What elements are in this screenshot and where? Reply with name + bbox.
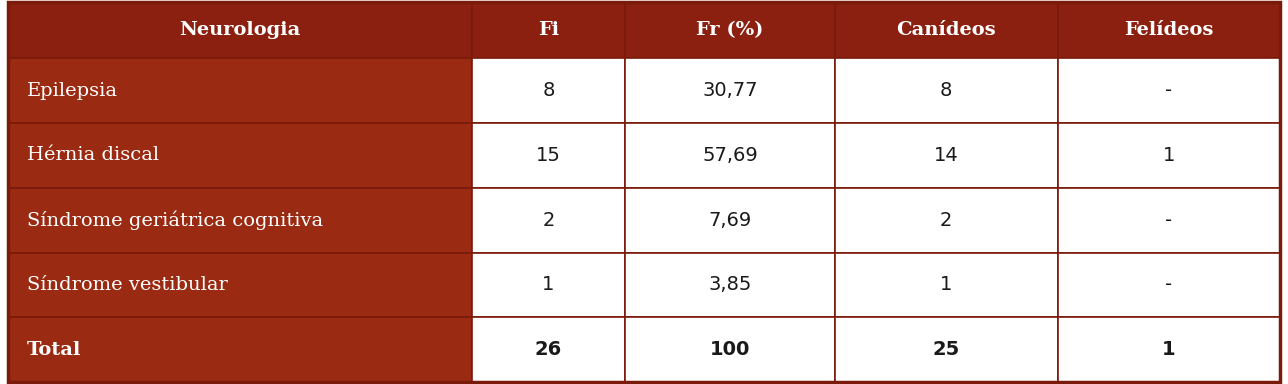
Text: Total: Total xyxy=(27,341,81,359)
Bar xyxy=(1057,123,1280,188)
Bar xyxy=(1057,2,1280,58)
Text: -: - xyxy=(1166,81,1172,100)
Bar xyxy=(835,2,1057,58)
Text: 57,69: 57,69 xyxy=(702,146,757,165)
Text: Felídeos: Felídeos xyxy=(1124,21,1213,39)
Bar xyxy=(8,123,473,188)
Text: 1: 1 xyxy=(940,275,952,295)
Text: 30,77: 30,77 xyxy=(702,81,757,100)
Bar xyxy=(1057,253,1280,317)
Bar xyxy=(8,188,473,253)
Text: Síndrome vestibular: Síndrome vestibular xyxy=(27,276,228,294)
Text: 8: 8 xyxy=(542,81,555,100)
Text: Neurologia: Neurologia xyxy=(179,21,300,39)
Bar xyxy=(473,317,625,382)
Text: -: - xyxy=(1166,275,1172,295)
Bar xyxy=(625,188,835,253)
Text: 3,85: 3,85 xyxy=(708,275,752,295)
Bar xyxy=(835,188,1057,253)
Bar xyxy=(1057,317,1280,382)
Text: 2: 2 xyxy=(940,211,952,230)
Text: 26: 26 xyxy=(535,340,562,359)
Bar xyxy=(1057,58,1280,123)
Text: Canídeos: Canídeos xyxy=(896,21,996,39)
Bar xyxy=(8,2,473,58)
Bar xyxy=(1057,188,1280,253)
Text: Hérnia discal: Hérnia discal xyxy=(27,146,160,164)
Bar xyxy=(8,58,473,123)
Bar xyxy=(625,58,835,123)
Text: Síndrome geriátrica cognitiva: Síndrome geriátrica cognitiva xyxy=(27,210,323,230)
Text: 2: 2 xyxy=(542,211,555,230)
Bar xyxy=(625,253,835,317)
Text: -: - xyxy=(1166,211,1172,230)
Bar xyxy=(473,188,625,253)
Text: 15: 15 xyxy=(536,146,562,165)
Text: 1: 1 xyxy=(1163,146,1175,165)
Text: Fi: Fi xyxy=(538,21,559,39)
Bar xyxy=(8,253,473,317)
Text: 1: 1 xyxy=(542,275,555,295)
Bar xyxy=(835,317,1057,382)
Bar xyxy=(835,58,1057,123)
Bar xyxy=(625,2,835,58)
Text: 1: 1 xyxy=(1162,340,1176,359)
Text: 25: 25 xyxy=(933,340,960,359)
Text: Epilepsia: Epilepsia xyxy=(27,81,118,99)
Bar xyxy=(8,317,473,382)
Bar xyxy=(835,253,1057,317)
Text: 14: 14 xyxy=(934,146,958,165)
Text: 100: 100 xyxy=(710,340,750,359)
Text: Fr (%): Fr (%) xyxy=(697,21,764,39)
Bar xyxy=(473,58,625,123)
Bar xyxy=(473,253,625,317)
Bar xyxy=(625,123,835,188)
Text: 8: 8 xyxy=(940,81,952,100)
Bar xyxy=(473,2,625,58)
Bar xyxy=(835,123,1057,188)
Bar xyxy=(473,123,625,188)
Bar xyxy=(625,317,835,382)
Text: 7,69: 7,69 xyxy=(708,211,751,230)
